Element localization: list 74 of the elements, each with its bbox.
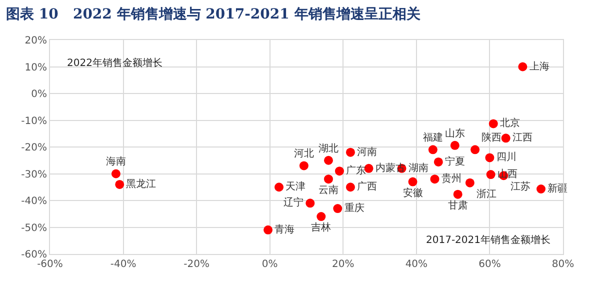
data-label: 云南 xyxy=(318,184,338,196)
point xyxy=(274,182,284,192)
data-label: 辽宁 xyxy=(284,196,304,209)
point xyxy=(536,184,546,194)
y-tick-label: -30% xyxy=(21,169,47,180)
point xyxy=(428,145,438,154)
y-tick-label: 10% xyxy=(24,62,47,74)
x-tick-label: 0% xyxy=(262,259,278,270)
point xyxy=(450,140,460,150)
point xyxy=(306,198,315,208)
x-tick-label: -60% xyxy=(37,259,63,270)
data-label: 黑龙江 xyxy=(126,178,156,190)
y-tick-label: -60% xyxy=(21,250,47,260)
point xyxy=(501,134,510,143)
y-tick-label: -20% xyxy=(21,142,47,154)
point xyxy=(346,182,355,192)
point xyxy=(316,212,326,222)
point xyxy=(333,204,342,214)
point xyxy=(470,145,480,154)
point xyxy=(346,148,355,157)
data-label: 吉林 xyxy=(311,222,332,234)
point xyxy=(324,174,333,184)
data-label: 河南 xyxy=(357,146,378,158)
point xyxy=(485,153,494,162)
point xyxy=(408,177,418,186)
data-label: 重庆 xyxy=(344,202,364,214)
x-tick-label: 80% xyxy=(552,259,574,270)
point xyxy=(430,174,440,184)
point xyxy=(324,156,333,165)
data-label: 陕西 xyxy=(482,132,502,144)
point xyxy=(111,169,120,178)
data-label: 安徽 xyxy=(402,186,423,199)
x-tick-label: 20% xyxy=(332,259,354,270)
data-label: 湖北 xyxy=(318,142,338,154)
data-label: 宁夏 xyxy=(445,155,466,168)
x-axis-title: 2017-2021年销售金额增长 xyxy=(426,234,551,246)
data-label: 浙江 xyxy=(476,188,497,200)
data-label: 北京 xyxy=(500,117,520,130)
point xyxy=(115,180,124,189)
point xyxy=(486,170,496,180)
point xyxy=(264,225,273,234)
data-label: 上海 xyxy=(529,60,550,72)
y-tick-label: -50% xyxy=(21,222,47,234)
data-label: 江苏 xyxy=(510,180,530,193)
point xyxy=(334,166,344,176)
data-label: 湖南 xyxy=(408,162,428,174)
chart-title: 图表 10 2022 年销售增速与 2017-2021 年销售增速呈正相关 xyxy=(6,5,420,22)
y-tick-label: -40% xyxy=(21,196,47,207)
point xyxy=(453,190,462,199)
point xyxy=(299,161,308,170)
x-tick-label: -40% xyxy=(110,259,136,270)
point xyxy=(518,62,528,72)
data-label: 广东 xyxy=(346,164,366,177)
x-tick-label: 40% xyxy=(405,259,428,270)
data-label: 江西 xyxy=(512,132,532,144)
data-label: 青海 xyxy=(274,223,295,236)
y-tick-label: 0% xyxy=(31,89,47,100)
x-tick-label: 60% xyxy=(478,259,501,270)
point xyxy=(465,178,474,188)
data-label: 广西 xyxy=(357,180,378,193)
data-label: 甘肃 xyxy=(448,199,468,212)
data-label: 四川 xyxy=(496,151,516,164)
x-tick-label: -20% xyxy=(184,259,210,270)
point xyxy=(434,157,443,166)
data-label: 海南 xyxy=(106,156,126,168)
data-label: 天津 xyxy=(286,180,306,193)
y-axis-title: 2022年销售金额增长 xyxy=(67,57,162,69)
data-label: 河北 xyxy=(294,148,314,160)
data-label: 福建 xyxy=(422,132,443,144)
y-tick-label: -10% xyxy=(21,116,47,127)
y-tick-label: 20% xyxy=(24,36,47,46)
data-label: 山东 xyxy=(444,127,465,140)
point xyxy=(488,119,498,128)
data-label: 贵州 xyxy=(441,172,462,185)
